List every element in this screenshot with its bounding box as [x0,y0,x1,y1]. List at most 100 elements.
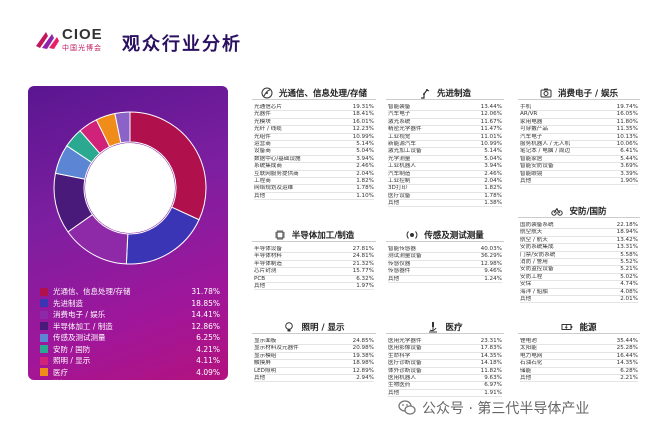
legend-swatch [40,368,48,377]
legend-item: 医疗 4.09% [40,367,220,379]
card-title: 光通信、信息处理/存储 [278,88,368,99]
table-row: 智能眼镜 3.39% [520,171,638,178]
wechat-icon [398,400,416,415]
card-security: 安防/国防 国防装备系统 22.18% 航空航天 18.94% 航空 / 航天 13.42… [518,204,640,312]
legend-label: 先进制造 [53,298,83,308]
table-row: 汽车制造 2.46% [388,171,502,178]
card-rows: 锂电池 35.44% 太阳能 25.28% 电力电网 16.44% 石油石化 14.35% 储能… [520,338,638,383]
table-row: 消防 / 警用 5.52% [520,259,638,267]
table-row: 家用电器 11.80% [520,119,638,127]
row-label: 智能眼镜 [520,170,543,177]
card-head: 传感及测试测量 [386,228,504,242]
legend-swatch [40,299,48,308]
row-label: 安防监控设备 [520,266,554,273]
table-row: LED照明 12.89% [254,368,374,375]
table-row: 智能装备 13.44% [388,104,502,112]
table-row: 传感器件 9.46% [388,268,502,276]
table-row: 安防系统集成 13.31% [520,244,638,252]
legend-item: 能源3.18% [40,378,220,380]
card-title: 传感及测试测量 [424,230,484,241]
row-label: 锂电池 [520,338,537,344]
card-rows: 手机 19.74% AR/VR 16.05% 家用电器 11.80% 可穿戴产品 11.35%… [520,104,638,186]
card-rows: 智能传感器 40.03% 测试测量设备 36.29% 传感仪器 12.98% 传感器件 9.4… [388,246,502,283]
row-label: 石油石化 [520,360,543,367]
table-row: 芯片封测 15.77% [254,268,374,276]
row-value: 14.35% [480,352,502,359]
row-label: 安防系统集成 [520,244,554,251]
row-value: 5.04% [484,155,502,162]
row-value: 1.97% [356,282,374,289]
row-label: 其他 [388,200,400,207]
row-label: 其他 [254,192,266,199]
card-title: 消费电子 / 娱乐 [557,88,619,99]
row-label: 医用机器人 [388,374,416,381]
table-row: 半导体材料 24.81% [254,253,374,261]
row-label: 工业视觉 [388,133,411,140]
card-head: 消费电子 / 娱乐 [518,86,640,100]
row-value: 11.67% [480,118,502,125]
legend-swatch [40,333,48,342]
row-value: 5.58% [620,251,638,258]
card-title: 半导体加工/制造 [291,230,355,241]
table-row: 生物医药 6.97% [388,382,502,390]
row-label: 安防工程 [520,273,543,280]
table-row: 光纤 / 线缆 12.23% [254,126,374,134]
table-row: 显示模组 19.38% [254,353,374,361]
legend-value: 14.41% [191,310,220,320]
row-value: 18.41% [352,111,374,118]
legend-value: 6.25% [196,333,220,343]
row-label: 数据中心/基础设施 [254,155,301,162]
row-value: 40.03% [480,246,502,252]
row-label: 显示面板 [254,338,277,344]
row-label: 医疗诊断设备 [388,360,422,367]
card-rows: 国防装备系统 22.18% 航空航天 18.94% 航空 / 航天 13.42% 安防系统集… [520,222,638,304]
table-row: 显示面板 24.85% [254,338,374,346]
table-row: 工业机器人 3.94% [388,163,502,171]
row-value: 1.38% [484,200,502,207]
row-label: 光通信芯片 [254,104,282,110]
row-label: 医用光学器件 [388,338,422,344]
table-row: 体外诊断设备 11.82% [388,368,502,375]
row-value: 1.24% [484,275,502,282]
table-row: 触摸屏 18.98% [254,360,374,368]
table-row: 医疗设备 1.78% [388,193,502,201]
table-row: 其他 2.94% [254,375,374,383]
row-value: 5.14% [484,148,502,155]
row-label: 显示材料及元器件 [254,345,299,352]
page-title: 观众行业分析 [122,34,242,55]
row-value: 6.41% [620,148,638,155]
row-value: 12.89% [352,367,374,374]
row-value: 2.21% [620,374,638,381]
card-lighting: 照明 / 显示 显示面板 24.85% 显示材料及元器件 20.98% 显示模组 19.3… [252,320,376,392]
table-row: 其他 1.24% [388,276,502,283]
donut-legend: 光通信、信息处理/存储 31.78% 先进制造 18.85% 消费电子 / 娱乐 14.4… [40,286,220,380]
row-label: 笔记本 / 电脑 / 周边 [520,148,571,155]
table-row: 传感仪器 12.98% [388,261,502,269]
table-row: 工业控制 2.04% [388,178,502,186]
card-title: 安防/国防 [569,206,607,217]
row-label: LED照明 [254,367,277,374]
row-label: 其他 [520,374,532,381]
watermark-text: 公众号 · 第三代半导体产业 [422,401,590,417]
card-rows: 医用光学器件 23.31% 医用影像设备 17.83% 生命科学 14.35% 医疗诊断设备… [388,338,502,398]
table-row: 航空航天 18.94% [520,229,638,237]
row-label: 运营商 [254,140,271,147]
row-label: 体外诊断设备 [388,367,422,374]
row-label: 光模块 [254,118,271,125]
row-value: 16.44% [616,352,638,359]
legend-value: 4.09% [196,367,220,377]
row-value: 19.74% [616,104,638,110]
table-row: 光学测量 5.04% [388,155,502,164]
row-value: 9.63% [484,374,502,381]
card-head: 能源 [518,320,640,334]
row-label: 半导体设备 [254,246,282,252]
table-row: 其他 2.21% [520,374,638,383]
table-row: 精密光学器件 11.47% [388,126,502,134]
table-row: 安防监控设备 5.21% [520,266,638,274]
table-row: 数据中心/基础设施 3.94% [254,155,374,164]
sensor-icon [406,230,418,239]
card-rows: 光通信芯片 19.31% 光器件 18.41% 光模块 16.01% 光纤 / 线缆 12.2… [254,104,374,201]
row-label: 生命科学 [388,352,411,359]
table-row: 光器件 18.41% [254,111,374,119]
table-row: 航空 / 航天 13.42% [520,237,638,245]
